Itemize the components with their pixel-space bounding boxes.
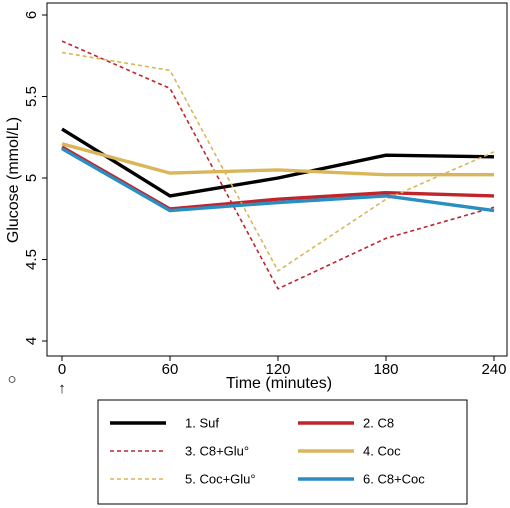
x-tick-label: 180: [373, 361, 398, 378]
legend: 1. Suf 2. C8 3. C8+Glu° 4. Coc 5. Coc+Glu° 6.…: [110, 416, 425, 487]
series-line-3: [61, 40, 495, 290]
legend-label-4: 4. Coc: [363, 444, 401, 459]
circle-marker-icon: ○: [7, 371, 16, 388]
y-tick-label: 4.5: [23, 249, 40, 270]
series-line-4: [61, 142, 494, 177]
y-axis-title: Glucose (mmol/L): [5, 117, 22, 243]
y-tick-label: 5: [23, 174, 40, 182]
legend-label-5: 5. Coc+Glu°: [185, 472, 256, 487]
series-line-1: [61, 127, 495, 198]
x-axis: 0 60 120 180 240: [58, 356, 507, 378]
y-tick-label: 5.5: [23, 86, 40, 107]
y-axis: 4 4.5 5 5.5 6: [23, 11, 47, 345]
y-tick-label: 6: [23, 11, 40, 19]
x-axis-title: Time (minutes): [226, 375, 332, 392]
y-tick-label: 4: [23, 337, 40, 345]
arrow-up-icon: ↑: [58, 380, 66, 397]
legend-label-1: 1. Suf: [185, 416, 219, 431]
x-tick-label: 60: [162, 361, 179, 378]
legend-label-2: 2. C8: [363, 416, 394, 431]
legend-box: [97, 399, 468, 505]
x-tick-label: 0: [58, 361, 66, 378]
x-tick-label: 240: [481, 361, 506, 378]
legend-label-6: 6. C8+Coc: [363, 472, 425, 487]
series-line-6: [61, 147, 495, 213]
series-lines: [61, 40, 495, 290]
legend-label-3: 3. C8+Glu°: [185, 444, 249, 459]
x-tick-label: 120: [265, 361, 290, 378]
series-line-5: [61, 51, 495, 272]
